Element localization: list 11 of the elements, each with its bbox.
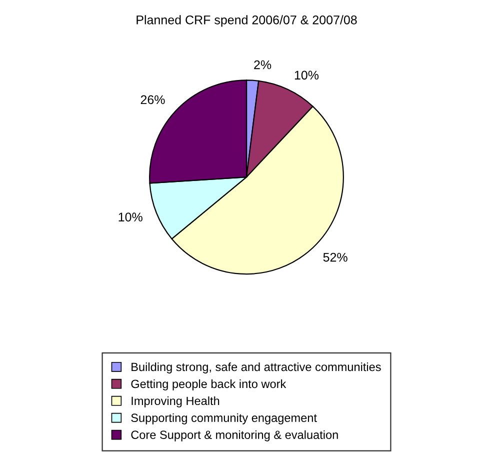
legend-label: Getting people back into work <box>131 379 286 390</box>
legend-label: Core Support & monitoring & evaluation <box>131 430 338 442</box>
data-label: 10% <box>118 212 142 222</box>
legend-label: Building strong, safe and attractive communities <box>132 362 381 374</box>
data-label: 52% <box>323 252 348 262</box>
data-label: 2% <box>254 60 272 70</box>
data-label: 26% <box>140 95 165 104</box>
chart-title: Planned CRF spend 2006/07 & 2007/08 <box>136 15 357 27</box>
legend-label: Supporting community engagement <box>131 413 317 424</box>
data-label: 10% <box>294 70 319 80</box>
legend-label: Improving Health <box>132 396 220 408</box>
